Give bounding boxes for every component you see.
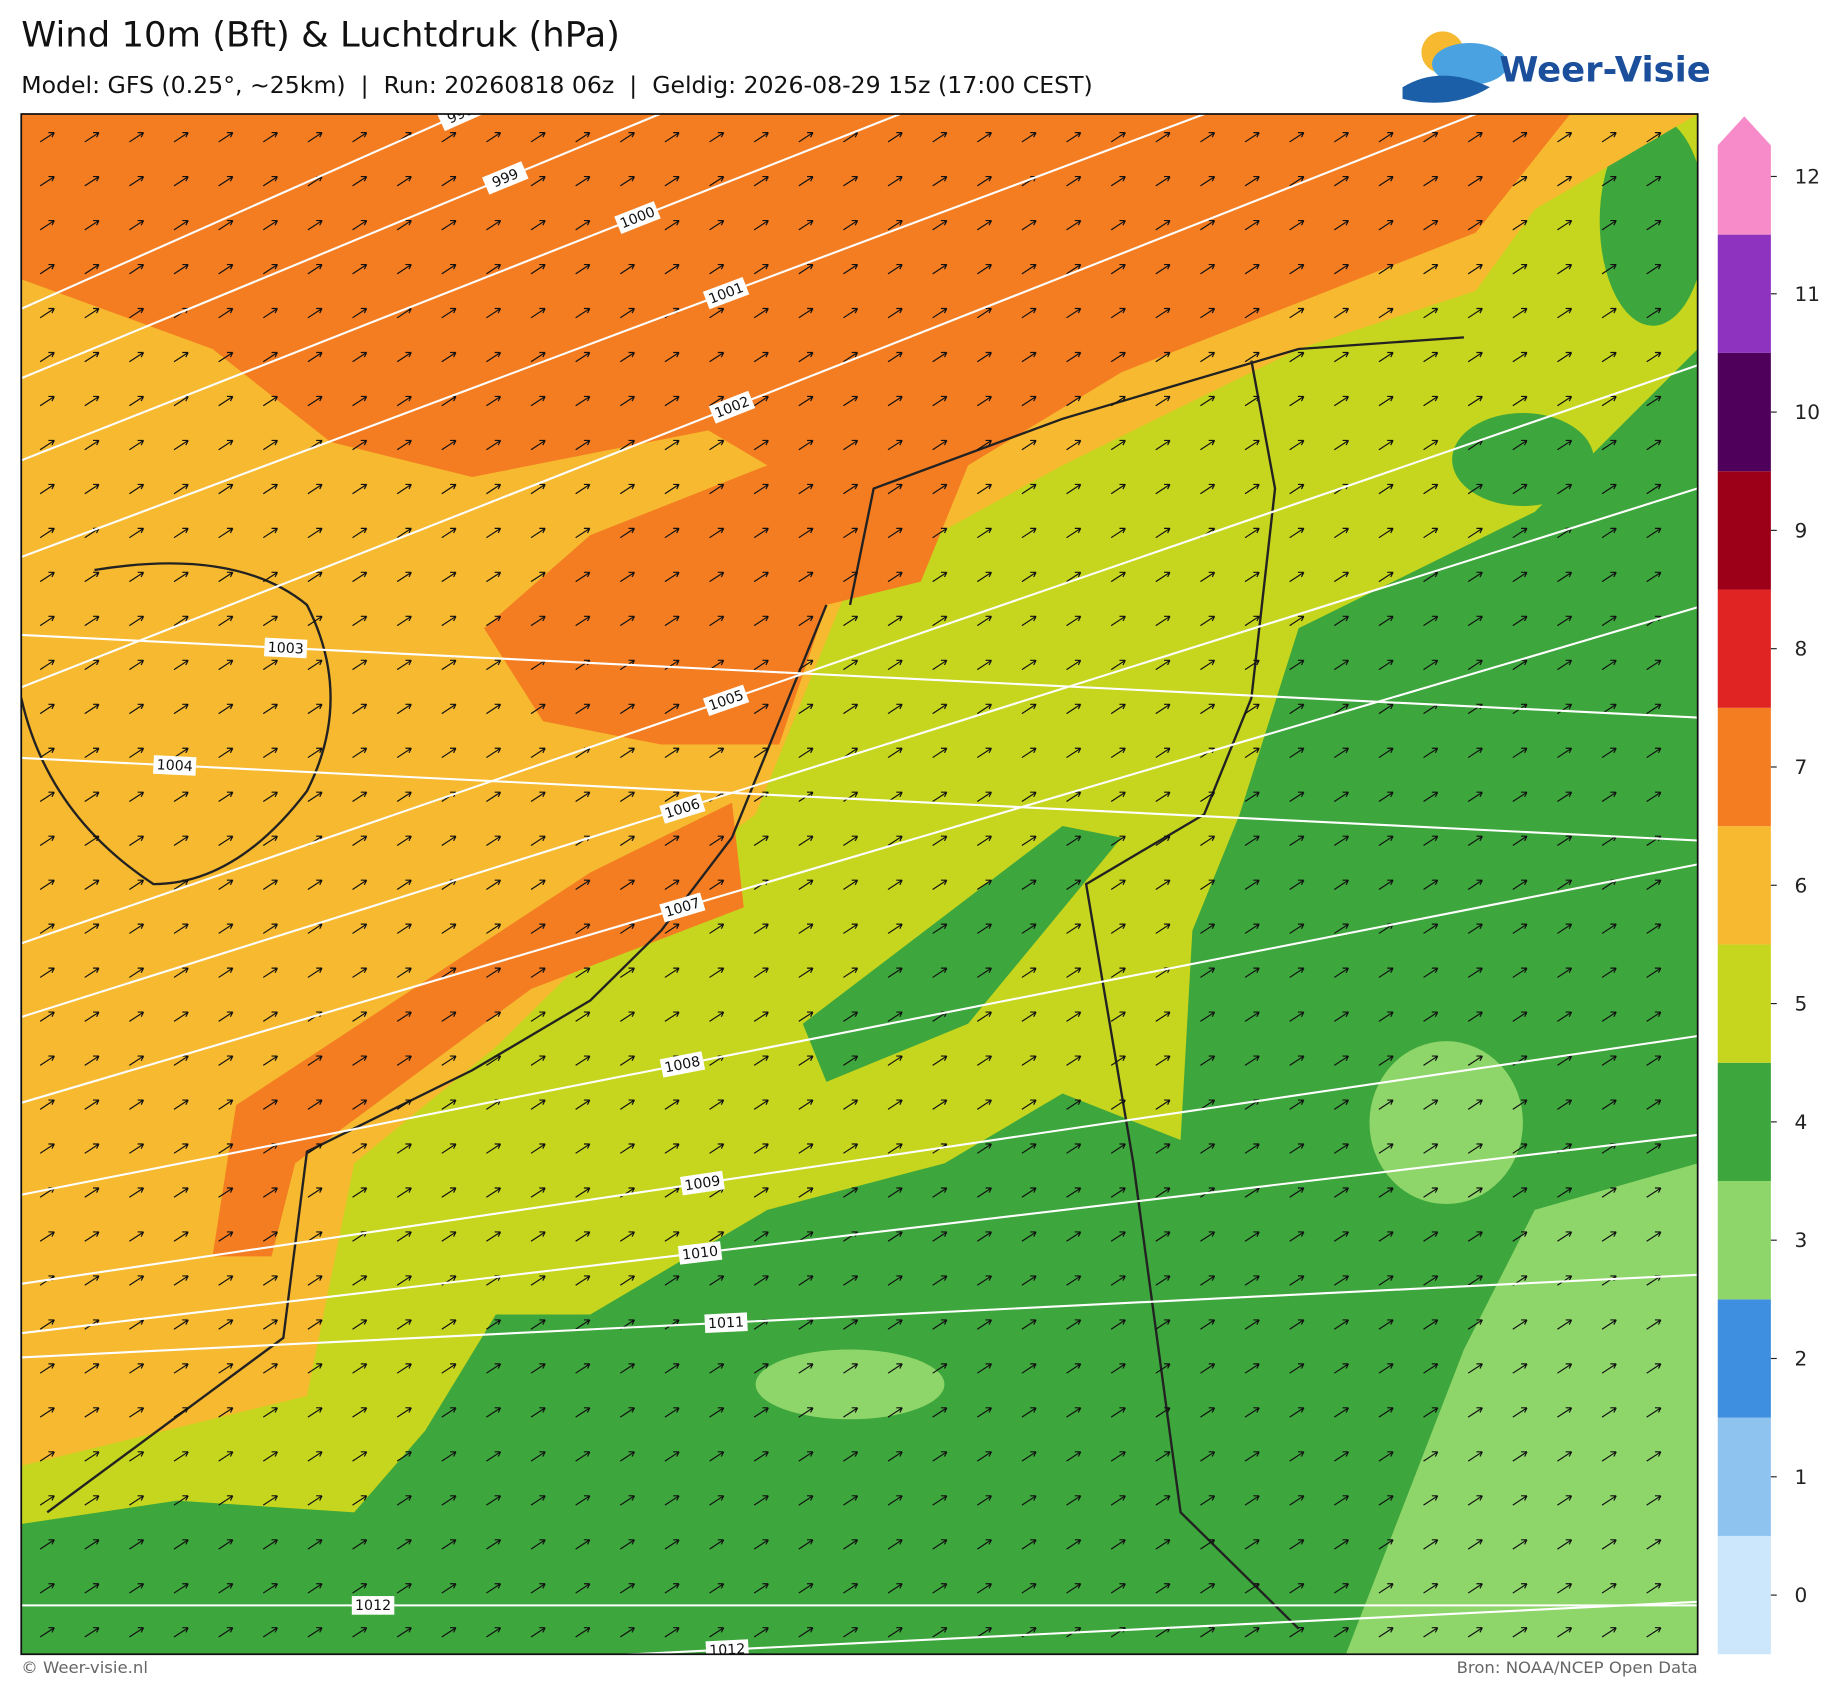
colorbar-box <box>1717 352 1771 472</box>
isobar <box>21 1133 1698 1335</box>
isobar <box>21 487 1698 1018</box>
logo: Weer-Visie <box>1402 31 1711 103</box>
isobar-label-bg <box>437 114 484 132</box>
isobar <box>21 114 464 310</box>
isobar-label-bg <box>614 201 661 234</box>
map-frame <box>20 113 1699 1656</box>
isobar-label-group: 1009 <box>680 1170 725 1196</box>
colorbar-label: 8 <box>1794 638 1807 661</box>
colorbar-label: 5 <box>1794 993 1807 1016</box>
title: Wind 10m (Bft) & Luchtdruk (hPa) <box>21 15 620 56</box>
colorbar-label: 9 <box>1794 519 1807 542</box>
isobar <box>21 114 1208 559</box>
colorbar-box <box>1717 707 1771 827</box>
isobar-label: 1004 <box>156 757 193 775</box>
isobar <box>21 364 1698 945</box>
isobar-label-group: 1004 <box>153 755 197 776</box>
wind-arrows <box>39 132 1662 1638</box>
isobar-label-group: 1010 <box>677 1241 723 1265</box>
colorbar-box <box>1717 826 1771 945</box>
colorbar-box <box>1717 471 1771 590</box>
isobar-label-group: 1012 <box>351 1596 395 1615</box>
isobar-label: 1008 <box>663 1054 701 1077</box>
colorbar-box <box>1717 116 1771 235</box>
colorbar-label: 10 <box>1794 401 1820 424</box>
isobar-label-bg <box>704 1312 748 1334</box>
colorbar-box <box>1717 589 1771 708</box>
isobar-label-bg <box>351 1596 395 1615</box>
isobar-label-bg <box>659 1051 706 1078</box>
isobar <box>21 606 1698 1104</box>
isobar <box>21 114 1479 689</box>
isobar-label: 1009 <box>684 1173 722 1194</box>
colorbar-box <box>1717 944 1771 1063</box>
isobar-label-bg <box>659 793 706 824</box>
isobar <box>21 1273 1698 1359</box>
colorbar-label: 4 <box>1794 1111 1807 1134</box>
isobar-label: 1011 <box>708 1315 745 1333</box>
colorbar-label: 12 <box>1794 166 1820 189</box>
isobar-label: 1012 <box>355 1598 391 1614</box>
isobar-label-bg <box>702 277 750 310</box>
footer-right: Bron: NOAA/NCEP Open Data <box>1457 1658 1698 1677</box>
isobar <box>21 863 1698 1196</box>
isobar-label-group: 1012 <box>705 1639 749 1659</box>
isobar <box>21 633 1698 719</box>
colorbar-box <box>1717 1417 1771 1536</box>
colorbar-box <box>1717 234 1771 353</box>
colorbar-box <box>1717 1299 1771 1418</box>
isobar-label: 1010 <box>681 1244 719 1264</box>
isobar-label: 1012 <box>709 1641 746 1659</box>
isobar-label-group: 1008 <box>659 1051 706 1078</box>
isobar-label-bg <box>708 390 756 424</box>
colorbar-box <box>1717 1181 1771 1300</box>
colorbar-label: 1 <box>1794 1466 1807 1489</box>
isobar <box>21 114 663 380</box>
isobar-label-bg <box>153 755 197 776</box>
isobar-label-bg <box>659 892 706 923</box>
isobar-label-group: 1003 <box>264 637 308 659</box>
isobar-label: 1003 <box>267 640 304 658</box>
isobar <box>21 756 1698 842</box>
isobar-label-bg <box>264 637 308 659</box>
isobar-label-bg <box>705 1639 749 1655</box>
isobar <box>21 1034 1698 1285</box>
colorbar-label: 11 <box>1794 283 1820 306</box>
colorbar-label: 6 <box>1794 874 1807 897</box>
isobar <box>21 114 904 462</box>
isobar <box>611 1600 1698 1655</box>
isobar-label-bg <box>677 1241 723 1265</box>
colorbar-box <box>1717 1062 1771 1182</box>
map: 9989991000100110021003100410051006100710… <box>21 114 1698 1659</box>
logo-text: Weer-Visie <box>1499 50 1710 91</box>
colorbar-label: 3 <box>1794 1229 1807 1252</box>
colorbar-label: 2 <box>1794 1348 1807 1371</box>
footer-left: © Weer-visie.nl <box>21 1658 148 1677</box>
isobar-label-bg <box>482 161 529 195</box>
colorbar-label: 0 <box>1794 1584 1807 1607</box>
isobar-label-bg <box>702 684 750 717</box>
isobar-label-bg <box>680 1170 725 1196</box>
colorbar-box <box>1717 1535 1771 1655</box>
subtitle: Model: GFS (0.25°, ~25km) | Run: 2026081… <box>21 71 1092 99</box>
isobar-label-group: 1011 <box>704 1312 748 1334</box>
colorbar-label: 7 <box>1794 756 1807 779</box>
